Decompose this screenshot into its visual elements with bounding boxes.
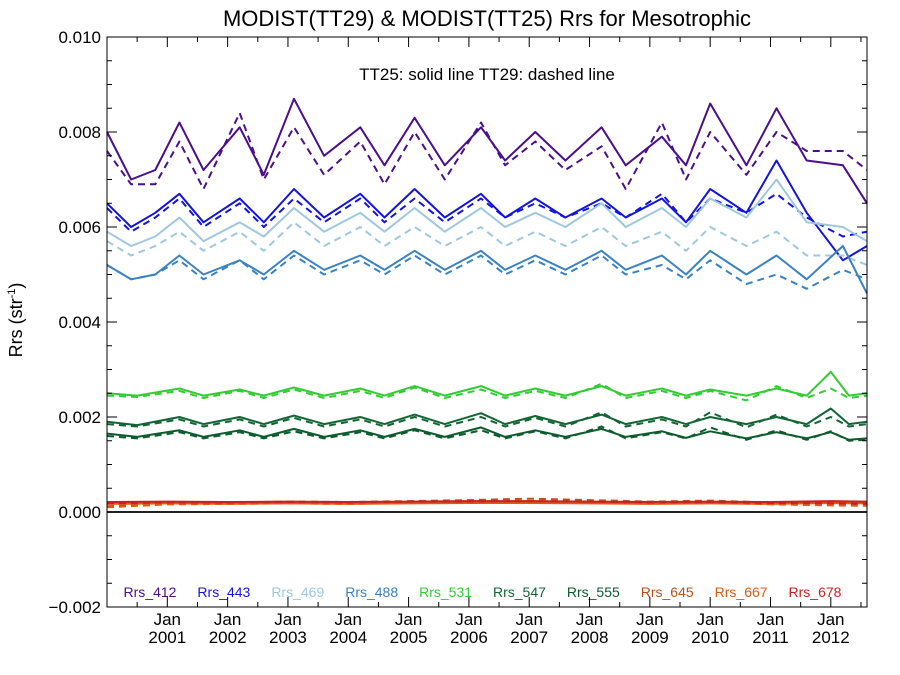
x-tick-month: Jan [636, 610, 663, 629]
series-rrs-469-tt29-dashed [106, 221, 868, 266]
x-tick-month: Jan [696, 610, 723, 629]
series-rrs-412-tt25-solid [106, 97, 868, 204]
y-tick-label: 0.004 [58, 313, 101, 332]
x-tick-year: 2006 [450, 628, 488, 647]
series-rrs-555-tt25-solid [106, 426, 868, 441]
legend-item: Rrs_547 [493, 584, 546, 600]
x-tick-month: Jan [154, 610, 181, 629]
series-rrs-443-tt29-dashed [106, 192, 868, 238]
series-rrs-488-tt29-dashed [106, 254, 868, 290]
legend-item: Rrs_443 [197, 584, 250, 600]
series-rrs-555-tt29-dashed [106, 425, 868, 442]
x-tick-month: Jan [214, 610, 241, 629]
series-rrs-547-tt25-solid [106, 407, 868, 427]
series-rrs-443-tt25-solid [106, 159, 868, 262]
x-tick-month: Jan [395, 610, 422, 629]
series-rrs-531-tt25-solid [106, 370, 868, 397]
series-rrs-547-tt29-dashed [106, 411, 868, 429]
legend-item: Rrs_667 [715, 584, 768, 600]
y-tick-label: −0.002 [49, 598, 101, 617]
x-tick-month: Jan [817, 610, 844, 629]
y-tick-label: 0.002 [58, 408, 101, 427]
series-rrs-412-tt29-dashed [106, 112, 868, 190]
x-tick-year: 2007 [510, 628, 548, 647]
x-axis: Jan2001Jan2002Jan2003Jan2004Jan2005Jan20… [136, 37, 862, 647]
legend-item: Rrs_469 [271, 584, 324, 600]
x-tick-year: 2010 [691, 628, 729, 647]
x-tick-year: 2009 [631, 628, 669, 647]
legend-item: Rrs_531 [419, 584, 472, 600]
y-tick-label: 0.000 [58, 503, 101, 522]
legend-item: Rrs_412 [124, 584, 177, 600]
chart-subtitle: TT25: solid line TT29: dashed line [359, 65, 615, 84]
plot-frame [106, 36, 868, 608]
series-rrs-469-tt25-solid [106, 178, 868, 247]
chart-title: MODIST(TT29) & MODIST(TT25) Rrs for Meso… [223, 6, 751, 31]
y-axis-label: Rrs (str-1) [6, 283, 26, 358]
legend-item: Rrs_555 [567, 584, 620, 600]
x-tick-month: Jan [757, 610, 784, 629]
x-tick-year: 2001 [148, 628, 186, 647]
x-tick-year: 2008 [571, 628, 609, 647]
x-tick-month: Jan [455, 610, 482, 629]
legend-item: Rrs_488 [345, 584, 398, 600]
x-tick-year: 2011 [752, 628, 789, 647]
x-tick-year: 2003 [269, 628, 307, 647]
series-rrs-678-tt25-solid [106, 500, 868, 503]
x-tick-year: 2004 [329, 628, 367, 647]
x-tick-month: Jan [274, 610, 301, 629]
legend: Rrs_412 Rrs_443 Rrs_469 Rrs_488 Rrs_531 Rrs_5… [124, 584, 842, 600]
y-tick-label: 0.008 [58, 123, 101, 142]
y-axis: 0.010 0.008 0.006 0.004 0.002 0.000 −0.002 [49, 28, 867, 617]
x-tick-month: Jan [576, 610, 603, 629]
x-tick-year: 2002 [209, 628, 247, 647]
x-tick-month: Jan [335, 610, 362, 629]
x-tick-year: 2005 [390, 628, 428, 647]
x-tick-year: 2012 [812, 628, 850, 647]
legend-item: Rrs_678 [789, 584, 842, 600]
x-tick-month: Jan [516, 610, 543, 629]
legend-item: Rrs_645 [641, 584, 694, 600]
series-rrs-488-tt25-solid [106, 245, 868, 294]
plot-area [106, 97, 868, 513]
y-tick-label: 0.010 [58, 28, 101, 47]
y-tick-label: 0.006 [58, 218, 101, 237]
